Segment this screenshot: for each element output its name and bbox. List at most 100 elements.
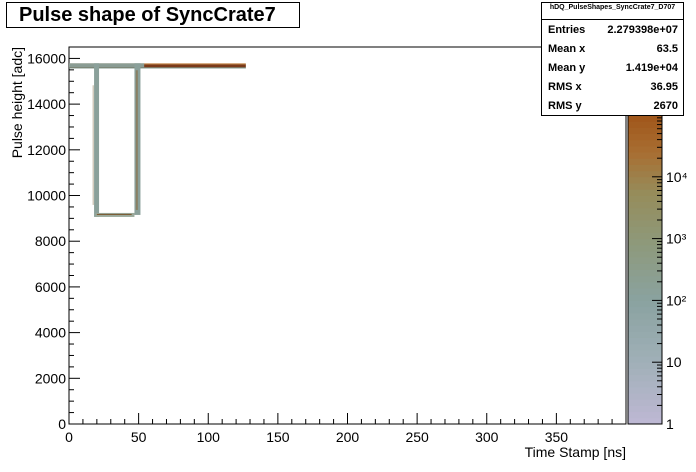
- palette-tick-label: 10²: [666, 292, 687, 308]
- palette-tick-label: 1: [666, 416, 674, 432]
- palette-band: [628, 405, 662, 413]
- stats-value: 2.279398e+07: [607, 24, 678, 36]
- y-tick-label: 8000: [35, 233, 66, 249]
- palette-band: [628, 244, 662, 252]
- y-tick-label: 14000: [27, 96, 66, 112]
- stats-value: 1.419e+04: [625, 62, 678, 74]
- pulse-falling-fringe: [92, 85, 94, 205]
- palette-band: [628, 318, 662, 326]
- palette-band: [628, 269, 662, 277]
- palette-tick-label: 10: [666, 354, 682, 370]
- palette-band: [628, 170, 662, 178]
- palette-band: [628, 380, 662, 388]
- palette-band: [628, 288, 662, 295]
- palette-band: [628, 139, 662, 147]
- palette-band: [628, 257, 662, 264]
- palette-band: [628, 164, 662, 172]
- stats-row-entries: Entries 2.279398e+07: [548, 24, 678, 42]
- baseline-band: [69, 64, 246, 68]
- palette-band: [628, 213, 662, 221]
- y-tick-label: 12000: [27, 142, 66, 158]
- stats-histogram-name: hDQ_PulseShapes_SyncCrate7_D707: [549, 4, 676, 11]
- stats-key: Mean x: [548, 43, 586, 55]
- stats-value: 63.5: [656, 43, 678, 55]
- stats-row-mean-y: Mean y 1.419e+04: [548, 62, 678, 80]
- palette-band: [628, 331, 662, 338]
- palette-band: [628, 195, 662, 203]
- palette-band: [628, 368, 662, 376]
- palette-band: [628, 226, 662, 233]
- stats-key: RMS x: [548, 81, 582, 93]
- stats-value: 36.95: [650, 81, 678, 93]
- palette-band: [628, 349, 662, 357]
- x-axis-label: Time Stamp [ns]: [525, 444, 626, 460]
- palette-band: [628, 182, 662, 190]
- palette-band: [628, 176, 662, 184]
- y-tick-label: 2000: [35, 370, 66, 386]
- palette-band: [628, 189, 662, 196]
- chart-title: Pulse shape of SyncCrate7: [19, 4, 276, 26]
- stats-value: 2670: [653, 100, 678, 112]
- stats-key: Entries: [548, 24, 586, 36]
- stats-key: RMS y: [548, 100, 582, 112]
- baseline-band-lower: [69, 67, 246, 69]
- title-box: Pulse shape of SyncCrate7: [6, 2, 300, 28]
- palette-band: [628, 152, 662, 159]
- x-tick-label: 250: [405, 429, 429, 445]
- palette-band: [628, 399, 662, 406]
- palette-band: [628, 294, 662, 301]
- palette-band: [628, 121, 662, 128]
- palette-band: [628, 220, 662, 227]
- palette-tick-label: 10⁴: [666, 169, 688, 185]
- stats-row-rms-y: RMS y 2670: [548, 100, 678, 118]
- y-tick-label: 0: [58, 416, 66, 432]
- palette-band: [628, 417, 662, 425]
- palette-band: [628, 300, 662, 308]
- palette-band: [628, 386, 662, 394]
- palette-band: [628, 250, 662, 258]
- x-tick-label: 300: [475, 429, 499, 445]
- pulse-bottom-core: [96, 213, 132, 215]
- stats-row-rms-x: RMS x 36.95: [548, 81, 678, 99]
- pulse-falling-edge: [94, 63, 100, 217]
- palette-band: [628, 238, 662, 246]
- palette-band: [628, 145, 662, 153]
- baseline-band-upper: [69, 63, 246, 65]
- palette-band: [628, 232, 662, 240]
- palette-band: [628, 337, 662, 345]
- palette-band: [628, 393, 662, 400]
- palette-band: [628, 201, 662, 209]
- palette-band: [628, 306, 662, 314]
- stats-key: Mean y: [548, 62, 586, 74]
- stats-row-mean-x: Mean x 63.5: [548, 43, 678, 61]
- y-tick-label: 10000: [27, 188, 66, 204]
- x-tick-label: 100: [197, 429, 221, 445]
- x-tick-label: 150: [266, 429, 290, 445]
- palette-band: [628, 158, 662, 165]
- palette-band: [628, 312, 662, 320]
- pulse-top-band: [69, 63, 145, 68]
- pulse-rising-core: [135, 70, 138, 210]
- palette-band: [628, 115, 662, 122]
- x-tick-label: 200: [336, 429, 360, 445]
- palette-band: [628, 281, 662, 289]
- palette-band: [628, 263, 662, 270]
- palette-band: [628, 207, 662, 215]
- palette-tick-label: 10³: [666, 231, 687, 247]
- y-tick-label: 4000: [35, 325, 66, 341]
- x-tick-label: 0: [65, 429, 73, 445]
- y-axis-label: Pulse height [adc]: [9, 47, 25, 158]
- palette-band: [628, 127, 662, 135]
- palette-band: [628, 325, 662, 332]
- palette-band: [628, 343, 662, 351]
- palette-band: [628, 133, 662, 141]
- palette-band: [628, 275, 662, 283]
- x-tick-label: 50: [131, 429, 147, 445]
- stats-box: hDQ_PulseShapes_SyncCrate7_D707 Entries …: [541, 2, 684, 116]
- palette-band: [628, 411, 662, 419]
- palette-band: [628, 362, 662, 369]
- y-tick-label: 16000: [27, 50, 66, 66]
- y-tick-label: 6000: [35, 279, 66, 295]
- palette-band: [628, 356, 662, 363]
